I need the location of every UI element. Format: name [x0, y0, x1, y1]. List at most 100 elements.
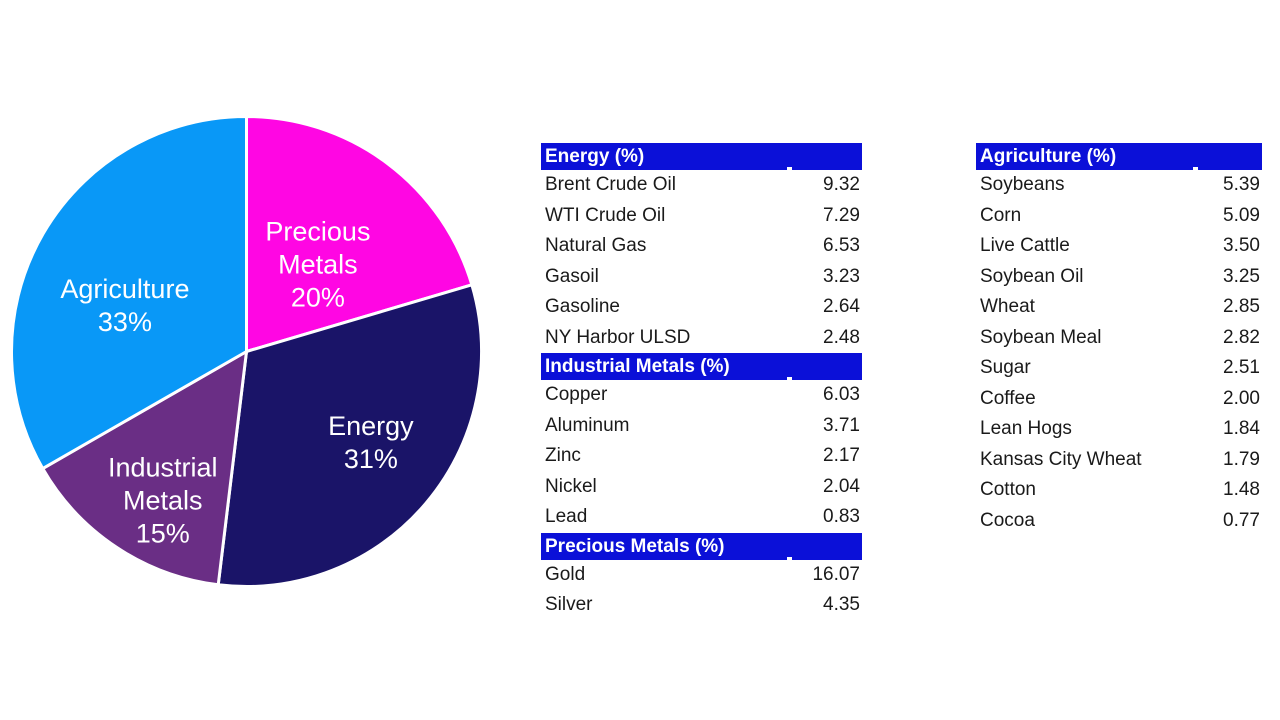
row-label: WTI Crude Oil [545, 204, 666, 226]
row-label: Soybeans [980, 174, 1065, 196]
table-row: Wheat 2.85 [976, 292, 1262, 323]
section-header-precious-metals: Precious Metals (%) [541, 532, 862, 560]
row-value: 1.48 [1223, 479, 1260, 501]
row-value: 2.17 [823, 445, 860, 467]
table-row: Brent Crude Oil 9.32 [541, 170, 862, 201]
table-row: NY Harbor ULSD 2.48 [541, 323, 862, 354]
section-header-industrial-metals: Industrial Metals (%) [541, 353, 862, 380]
pie-label-line: 20% [290, 282, 345, 313]
row-value: 2.85 [1223, 296, 1260, 318]
row-label: Aluminum [545, 414, 630, 436]
row-value: 2.48 [823, 326, 860, 348]
pie-label-precious-metals: Precious Metals 20% [265, 215, 370, 314]
row-value: 3.23 [823, 265, 860, 287]
row-label: Nickel [545, 475, 597, 497]
pie-label-line: Precious [265, 216, 371, 247]
row-value: 1.84 [1223, 418, 1260, 440]
table-row: Aluminum 3.71 [541, 411, 862, 442]
pie-label-line: Metals [123, 485, 203, 516]
table-energy-metals-breakdown: Energy (%) Brent Crude Oil 9.32 WTI Crude O… [541, 143, 862, 621]
row-value: 3.50 [1223, 235, 1260, 257]
row-label: Wheat [980, 296, 1035, 318]
row-value: 1.79 [1223, 448, 1260, 470]
row-label: Silver [545, 594, 593, 616]
column-divider-tick [1193, 167, 1198, 170]
pie-label-line: 15% [135, 518, 190, 549]
pie-label-energy: Energy 31% [328, 410, 414, 476]
table-row: Corn 5.09 [976, 201, 1262, 232]
pie-slice-precious-metals [245, 115, 474, 353]
row-value: 7.29 [823, 204, 860, 226]
row-label: Cocoa [980, 509, 1035, 531]
row-label: Soybean Meal [980, 326, 1102, 348]
pie-slice-industrial-metals [41, 350, 248, 587]
row-value: 2.82 [1223, 326, 1260, 348]
table-row: Soybean Meal 2.82 [976, 323, 1262, 354]
table-row: Gasoil 3.23 [541, 262, 862, 293]
row-value: 5.09 [1223, 204, 1260, 226]
table-row: Silver 4.35 [541, 590, 862, 621]
table-row: Lead 0.83 [541, 502, 862, 533]
row-value: 5.39 [1223, 174, 1260, 196]
table-row: Cocoa 0.77 [976, 506, 1262, 537]
column-divider-tick [787, 377, 792, 380]
table-agriculture-breakdown: Agriculture (%) Soybeans 5.39 Corn 5.09 Live … [976, 143, 1262, 536]
column-divider-tick [787, 167, 792, 170]
row-value: 2.00 [1223, 387, 1260, 409]
row-label: Lean Hogs [980, 418, 1072, 440]
pie-label-line: 31% [343, 443, 398, 474]
row-value: 2.51 [1223, 357, 1260, 379]
row-value: 16.07 [812, 563, 860, 585]
pie-slice-energy [216, 283, 483, 588]
table-row: Live Cattle 3.50 [976, 231, 1262, 262]
table-row: Cotton 1.48 [976, 475, 1262, 506]
row-label: Gasoline [545, 296, 620, 318]
pie-label-agriculture: Agriculture 33% [60, 273, 189, 339]
table-row: Soybeans 5.39 [976, 170, 1262, 201]
pie-chart-svg [10, 115, 483, 588]
table-row: Copper 6.03 [541, 380, 862, 411]
pie-label-line: Industrial [107, 452, 218, 483]
row-label: Live Cattle [980, 235, 1070, 257]
pie-label-line: Metals [278, 249, 358, 280]
pie-chart: Precious Metals 20% Energy 31% Industrial Meta… [10, 115, 483, 588]
table-row: Coffee 2.00 [976, 384, 1262, 415]
row-value: 4.35 [823, 594, 860, 616]
table-row: Gold 16.07 [541, 560, 862, 591]
row-label: Gasoil [545, 265, 599, 287]
pie-label-industrial-metals: Industrial Metals 15% [108, 451, 218, 550]
row-value: 6.53 [823, 235, 860, 257]
row-label: Corn [980, 204, 1022, 226]
column-divider-tick [787, 556, 792, 560]
table-row: Gasoline 2.64 [541, 292, 862, 323]
row-value: 0.83 [823, 506, 860, 528]
row-value: 2.64 [823, 296, 860, 318]
row-value: 2.04 [823, 475, 860, 497]
row-value: 6.03 [823, 384, 860, 406]
row-label: Brent Crude Oil [545, 174, 676, 196]
pie-label-line: 33% [97, 307, 152, 338]
row-label: Gold [545, 563, 586, 585]
table-row: Soybean Oil 3.25 [976, 262, 1262, 293]
row-value: 0.77 [1223, 509, 1260, 531]
pie-label-line: Energy [328, 410, 414, 441]
section-header-energy: Energy (%) [541, 143, 862, 170]
row-label: Lead [545, 506, 588, 528]
table-row: Lean Hogs 1.84 [976, 414, 1262, 445]
row-label: Zinc [545, 445, 581, 467]
table-row: Kansas City Wheat 1.79 [976, 445, 1262, 476]
row-label: NY Harbor ULSD [545, 326, 691, 348]
pie-slice-agriculture [10, 115, 248, 471]
row-label: Copper [545, 384, 608, 406]
table-row: Natural Gas 6.53 [541, 231, 862, 262]
row-label: Sugar [980, 357, 1031, 379]
row-label: Coffee [980, 387, 1036, 409]
row-label: Cotton [980, 479, 1036, 501]
row-value: 9.32 [823, 174, 860, 196]
row-value: 3.71 [823, 414, 860, 436]
row-label: Natural Gas [545, 235, 647, 257]
section-header-agriculture: Agriculture (%) [976, 143, 1262, 170]
table-row: Nickel 2.04 [541, 472, 862, 503]
table-row: WTI Crude Oil 7.29 [541, 201, 862, 232]
pie-label-line: Agriculture [60, 274, 190, 305]
